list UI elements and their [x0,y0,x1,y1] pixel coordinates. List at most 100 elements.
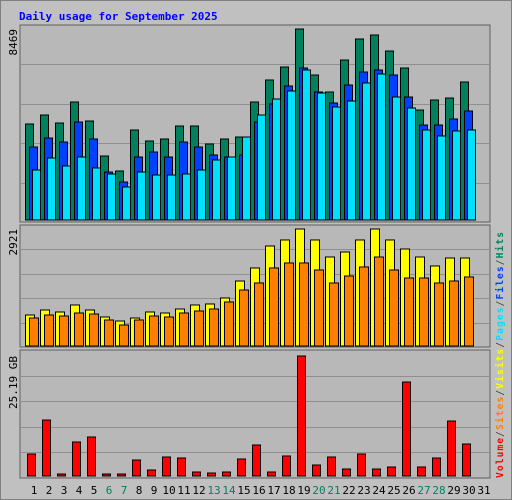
bar [194,310,204,347]
bar [182,173,191,221]
bar [239,289,249,347]
x-tick-label: 24 [372,484,386,497]
x-tick-label: 2 [46,484,53,497]
bar [359,266,369,347]
bar [254,282,264,347]
x-tick-label: 20 [312,484,325,497]
bar [32,169,41,221]
y-tick-label: 25.19 GB [7,356,20,409]
x-tick-label: 1 [31,484,38,497]
bar [207,472,216,477]
legend-entry: Sites [495,397,506,430]
legend-entry: Volume [495,438,506,478]
bar [27,453,36,477]
x-tick-label: 27 [417,484,430,497]
bar [342,468,351,477]
x-tick-label: 16 [252,484,265,497]
bar [177,457,186,477]
bar [462,443,471,477]
bar [269,267,279,347]
bar [464,276,474,347]
legend-separator: / [495,259,506,265]
x-tick-label: 8 [136,484,143,497]
x-tick-label: 22 [342,484,355,497]
bar [59,315,69,347]
bar [102,473,111,477]
x-tick-label: 14 [222,484,236,497]
legend-entry: Hits [495,232,506,258]
bar [162,456,171,477]
x-tick-label: 26 [402,484,415,497]
legend-entry: Visits [495,349,506,389]
x-tick-label: 11 [177,484,190,497]
legend-separator: / [495,431,506,437]
x-tick-label: 30 [462,484,475,497]
bar [287,90,296,221]
bar [192,471,201,477]
bar [272,98,281,221]
bar [47,157,56,221]
bar [392,96,401,221]
bar [437,135,446,221]
x-tick-label: 19 [297,484,310,497]
bar [29,317,39,347]
legend: Volume/Sites/Visits/Pages/Files/Hits [495,232,506,478]
x-tick-label: 3 [61,484,68,497]
bar [347,100,356,221]
bar [407,107,416,221]
bar [62,165,71,221]
y-tick-label: 2921 [7,229,20,256]
bar [57,473,66,477]
bar [357,453,366,477]
bar [117,473,126,477]
bar [222,471,231,477]
bar [377,73,386,221]
bar [312,464,321,477]
bar [107,173,116,221]
bar [422,129,431,221]
bar [372,468,381,477]
x-tick-label: 18 [282,484,295,497]
x-tick-label: 5 [91,484,98,497]
bar [119,324,129,347]
bar [387,466,396,477]
x-tick-label: 13 [207,484,220,497]
bar [302,69,311,221]
bar [147,469,156,477]
legend-entry: Files [495,266,506,299]
bar [447,420,456,477]
bar [44,314,54,347]
x-tick-label: 10 [162,484,175,497]
legend-separator: / [495,390,506,396]
bar [87,436,96,477]
x-tick-label: 9 [151,484,158,497]
bar [179,312,189,347]
bar [242,136,251,221]
bar [92,167,101,221]
legend-entry: Pages [495,308,506,341]
bar [237,458,246,477]
bar [164,316,174,347]
bar [134,319,144,347]
bar [104,319,114,347]
x-tick-label: 23 [357,484,370,497]
bar [152,174,161,221]
bar [317,92,326,221]
bar [74,312,84,347]
bar [257,114,266,221]
y-tick-label: 8469 [7,29,20,56]
bar [72,441,81,477]
x-tick-label: 12 [192,484,205,497]
x-tick-label: 4 [76,484,83,497]
plot [25,28,476,477]
bar [404,277,414,347]
legend-separator: / [495,301,506,307]
x-tick-label: 28 [432,484,445,497]
x-tick-label: 17 [267,484,280,497]
x-tick-label: 6 [106,484,113,497]
bar [297,355,306,477]
bar [267,471,276,477]
bar [432,457,441,477]
